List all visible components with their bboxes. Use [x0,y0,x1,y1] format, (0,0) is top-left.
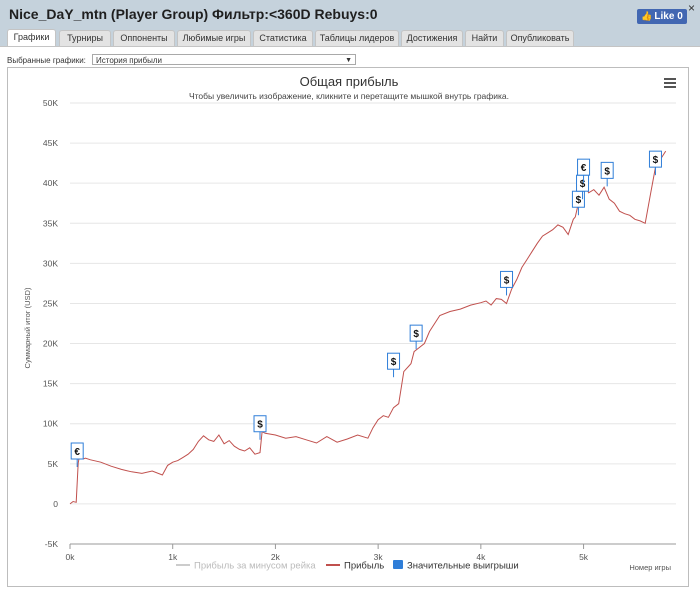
tab-leaderboards[interactable]: Таблицы лидеров [315,30,399,46]
big-win-marker-label: $ [653,155,659,166]
tab-achievements[interactable]: Достижения [401,30,463,46]
y-tick-label: 45K [43,138,58,148]
y-tick-label: 50K [43,98,58,108]
y-tick-label: -5K [45,539,59,549]
y-tick-label: 15K [43,379,58,389]
x-tick-label: 2k [271,552,281,562]
y-tick-label: 30K [43,258,58,268]
big-win-marker[interactable]: $ [648,150,662,176]
big-win-marker-label: $ [604,166,610,177]
window-title: Nice_DaY_mtn (Player Group) Фильтр:<360D… [9,6,378,22]
y-tick-label: 25K [43,298,58,308]
big-win-marker-label: € [74,447,80,458]
y-tick-label: 5K [48,459,59,469]
y-tick-label: 0 [53,499,58,509]
x-tick-label: 1k [168,552,178,562]
big-win-marker[interactable]: $ [409,324,423,350]
legend-label: Значительные выигрыши [407,561,519,572]
chart-container[interactable]: Общая прибыль Чтобы увеличить изображени… [7,67,689,587]
chart-subtitle: Чтобы увеличить изображение, кликните и … [189,91,509,101]
tab-statistics[interactable]: Статистика [253,30,313,46]
graphs-panel: Выбранные графики: История прибыли ▼ Общ… [0,46,700,594]
legend-label: Прибыль за минусом рейка [194,561,316,572]
chart-menu-icon[interactable] [664,78,676,88]
x-tick-label: 3k [374,552,384,562]
chevron-down-icon: ▼ [345,57,352,64]
y-tick-label: 20K [43,339,58,349]
tab-graphs[interactable]: Графики [7,29,56,47]
x-tick-label: 5k [579,552,589,562]
profit-chart[interactable]: Общая прибыль Чтобы увеличить изображени… [8,68,688,586]
x-axis-label: Номер игры [629,563,671,572]
graph-select-value: История прибыли [96,56,162,65]
big-win-marker-label: $ [576,195,582,206]
graph-select-dropdown[interactable]: История прибыли ▼ [92,54,356,65]
big-win-marker-label: $ [257,420,263,431]
graph-select-label: Выбранные графики: [7,56,86,65]
facebook-like-button[interactable]: 👍 Like 0 [637,9,687,24]
big-win-marker[interactable]: € [70,442,84,468]
x-tick-label: 4k [476,552,486,562]
y-axis-label: Суммарный итог (USD) [23,287,32,368]
y-tick-label: 40K [43,178,58,188]
thumbs-up-icon: 👍 [641,11,653,21]
big-win-marker[interactable]: $ [253,415,267,440]
y-tick-label: 10K [43,419,58,429]
big-win-marker-label: $ [504,275,510,286]
y-tick-label: 35K [43,218,58,228]
big-win-marker[interactable]: $ [387,352,401,378]
like-label: Like 0 [654,11,683,22]
big-win-marker[interactable]: $ [500,270,514,296]
tab-tournaments[interactable]: Турниры [59,30,111,46]
legend-item[interactable]: Прибыль [326,561,384,572]
legend-item[interactable]: Значительные выигрыши [393,560,519,572]
big-win-marker[interactable]: $ [600,161,614,187]
tab-publish[interactable]: Опубликовать [506,30,574,46]
legend-label: Прибыль [344,561,384,572]
big-win-marker-label: $ [413,329,419,340]
x-tick-label: 0k [66,552,76,562]
title-bar: Nice_DaY_mtn (Player Group) Фильтр:<360D… [0,0,700,28]
big-win-marker-label: € [581,163,587,174]
tab-opponents[interactable]: Оппоненты [113,30,175,46]
close-icon[interactable]: × [687,1,695,15]
big-win-marker-label: $ [391,357,397,368]
big-win-marker-label: $ [580,179,586,190]
tab-favorite-games[interactable]: Любимые игры [177,30,251,46]
tab-find[interactable]: Найти [465,30,504,46]
chart-title: Общая прибыль [300,74,399,89]
legend-item[interactable]: Прибыль за минусом рейка [176,561,316,572]
big-win-marker[interactable]: € [577,158,591,184]
